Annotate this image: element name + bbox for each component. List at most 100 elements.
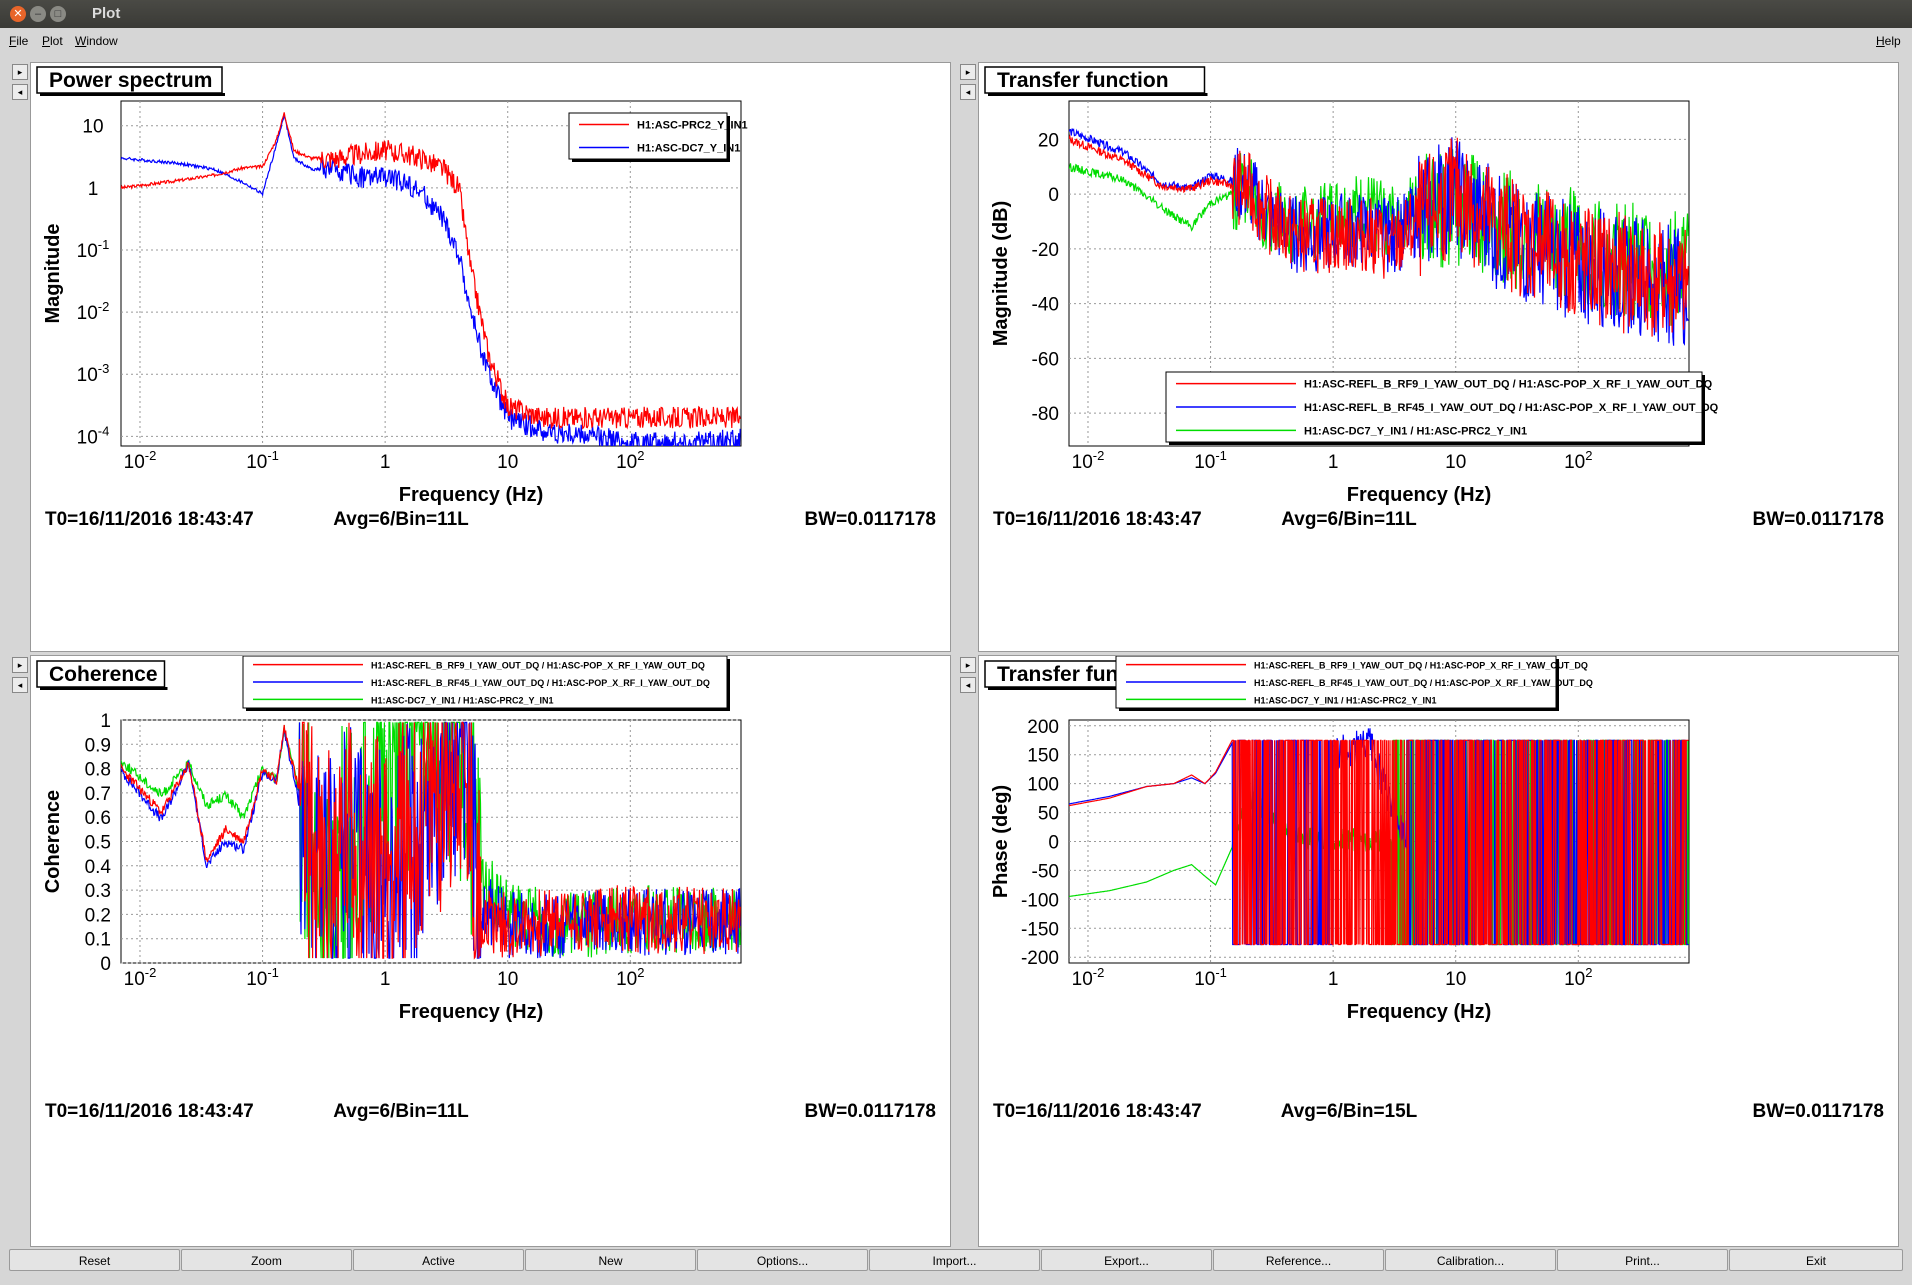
- x-tick-label: 1: [1328, 969, 1339, 990]
- export-button[interactable]: Export...: [1041, 1249, 1212, 1271]
- exit-button[interactable]: Exit: [1729, 1249, 1903, 1271]
- y-tick-label: 0.8: [85, 760, 111, 781]
- plot-pad-coherence[interactable]: Coherence 10-2 10-1 1 10 102 1 0.9 0.8 0.7 0.6 0.5 0…: [30, 655, 951, 1247]
- footer-t0: T0=16/11/2016 18:43:47: [45, 1101, 254, 1122]
- active-button[interactable]: Active: [353, 1249, 524, 1271]
- footer-t0: T0=16/11/2016 18:43:47: [45, 509, 254, 530]
- maximize-window-icon[interactable]: □: [50, 6, 66, 22]
- y-tick-label: 1: [100, 711, 111, 732]
- footer-bw: BW=0.0117178: [804, 1101, 936, 1122]
- x-tick-label: 10: [497, 969, 518, 990]
- power-spectrum-chart[interactable]: Power spectrum 10-2 10-1 1 10 102 10 1 10-1 10-2 1…: [31, 63, 950, 651]
- y-tick-label: 0.3: [85, 881, 111, 902]
- y-tick-label: 10-1: [77, 237, 110, 262]
- x-tick-label: 102: [616, 448, 644, 473]
- pad-title: Power spectrum: [49, 69, 212, 92]
- legend-label-3: H1:ASC-DC7_Y_IN1 / H1:ASC-PRC2_Y_IN1: [1254, 695, 1437, 705]
- reset-button[interactable]: Reset: [9, 1249, 180, 1271]
- menu-help[interactable]: Help: [1876, 34, 1901, 48]
- pad-collapse-arrow-icon[interactable]: ◂: [12, 84, 28, 100]
- x-axis-label: Frequency (Hz): [1347, 484, 1491, 506]
- footer-t0: T0=16/11/2016 18:43:47: [993, 509, 1202, 530]
- x-axis-label: Frequency (Hz): [399, 484, 543, 506]
- y-tick-label: 0: [100, 954, 111, 975]
- close-window-icon[interactable]: ✕: [10, 6, 26, 22]
- options-button[interactable]: Options...: [697, 1249, 868, 1271]
- series-line-1: [121, 721, 741, 960]
- menu-window[interactable]: Window: [75, 34, 118, 48]
- y-tick-label: 0.7: [85, 784, 111, 805]
- y-tick-label: 0: [1048, 185, 1059, 206]
- pad-title-box: [36, 66, 223, 94]
- x-tick-label: 10-2: [1072, 965, 1105, 990]
- y-tick-label: 10: [82, 117, 103, 138]
- x-tick-label: 102: [616, 965, 644, 990]
- zoom-button[interactable]: Zoom: [181, 1249, 352, 1271]
- x-axis-label: Frequency (Hz): [399, 1001, 543, 1023]
- y-tick-label: 0.5: [85, 833, 111, 854]
- coherence-chart[interactable]: Coherence 10-2 10-1 1 10 102 1 0.9 0.8 0.7 0.6 0.5 0…: [31, 655, 950, 1246]
- x-tick-label: 10-1: [1194, 448, 1227, 473]
- pad-collapse-arrow-icon[interactable]: ◂: [960, 84, 976, 100]
- menu-bar: File Plot Window Help: [0, 28, 1912, 54]
- legend-label-1: H1:ASC-PRC2_Y_IN1: [637, 120, 748, 132]
- pad-collapse-arrow-icon[interactable]: ◂: [12, 677, 28, 693]
- plot-pad-power-spectrum[interactable]: Power spectrum 10-2 10-1 1 10 102 10 1 10-1 10-2 1…: [30, 62, 951, 652]
- minimize-window-icon[interactable]: –: [30, 6, 46, 22]
- pad-expand-arrow-icon[interactable]: ▸: [12, 657, 28, 673]
- bottom-button-bar: Reset Zoom Active New Options... Import.…: [0, 1245, 1912, 1275]
- y-tick-label: 0.4: [85, 857, 112, 878]
- x-tick-label: 10-2: [1072, 448, 1105, 473]
- menu-file[interactable]: File: [9, 34, 29, 48]
- footer-t0: T0=16/11/2016 18:43:47: [993, 1101, 1202, 1122]
- y-tick-label: -60: [1032, 349, 1059, 370]
- y-tick-label: 10-4: [77, 423, 110, 448]
- footer-bw: BW=0.0117178: [1752, 509, 1884, 530]
- legend-label-2: H1:ASC-REFL_B_RF45_I_YAW_OUT_DQ / H1:ASC…: [371, 678, 710, 688]
- y-axis-label: Phase (deg): [990, 785, 1012, 898]
- x-tick-label: 10-2: [124, 448, 157, 473]
- y-tick-label: -40: [1032, 295, 1059, 316]
- y-tick-label: 200: [1027, 717, 1059, 738]
- x-tick-label: 10: [1445, 969, 1466, 990]
- plot-pad-transfer-magnitude[interactable]: Transfer function 10-2 10-1 1 10 102 20 0 -20 -40…: [978, 62, 1899, 652]
- window-title: Plot: [92, 5, 121, 22]
- pad-expand-arrow-icon[interactable]: ▸: [960, 657, 976, 673]
- pad-title: Coherence: [49, 663, 158, 686]
- transfer-magnitude-chart[interactable]: Transfer function 10-2 10-1 1 10 102 20 0 -20 -40…: [979, 63, 1898, 651]
- footer-bw: BW=0.0117178: [804, 509, 936, 530]
- footer-avg: Avg=6/Bin=11L: [333, 1101, 469, 1122]
- menu-plot[interactable]: Plot: [42, 34, 63, 48]
- y-tick-label: 10-2: [77, 299, 110, 324]
- x-tick-label: 10-2: [124, 965, 157, 990]
- y-axis-label: Magnitude (dB): [990, 201, 1012, 347]
- plot-pad-transfer-phase[interactable]: Transfer function 10-2 10-1 1 10 102 200 150 100…: [978, 655, 1899, 1247]
- y-tick-label: 10-3: [77, 361, 110, 386]
- import-button[interactable]: Import...: [869, 1249, 1040, 1271]
- pad-collapse-arrow-icon[interactable]: ◂: [960, 677, 976, 693]
- pad-expand-arrow-icon[interactable]: ▸: [12, 64, 28, 80]
- new-button[interactable]: New: [525, 1249, 696, 1271]
- x-axis-label: Frequency (Hz): [1347, 1001, 1491, 1023]
- y-tick-label: 1: [88, 179, 99, 200]
- pad-expand-arrow-icon[interactable]: ▸: [960, 64, 976, 80]
- print-button[interactable]: Print...: [1557, 1249, 1728, 1271]
- y-tick-label: 0.9: [85, 735, 111, 756]
- x-tick-label: 10: [1445, 452, 1466, 473]
- y-tick-label: -80: [1032, 404, 1059, 425]
- pad-title: Transfer function: [997, 69, 1169, 92]
- series-line-1: [121, 112, 741, 430]
- reference-button[interactable]: Reference...: [1213, 1249, 1384, 1271]
- y-tick-label: 100: [1027, 775, 1059, 796]
- y-tick-label: -50: [1032, 861, 1059, 882]
- legend-label-2: H1:ASC-REFL_B_RF45_I_YAW_OUT_DQ / H1:ASC…: [1254, 678, 1593, 688]
- calibration-button[interactable]: Calibration...: [1385, 1249, 1556, 1271]
- pad-title-shadow: [40, 93, 225, 96]
- y-tick-label: 150: [1027, 746, 1059, 767]
- y-axis-label: Magnitude: [42, 224, 64, 324]
- y-tick-label: 50: [1038, 804, 1059, 825]
- pad-title-shadow: [40, 687, 168, 690]
- y-tick-label: -200: [1021, 948, 1059, 969]
- pad-title-box: [984, 66, 1206, 94]
